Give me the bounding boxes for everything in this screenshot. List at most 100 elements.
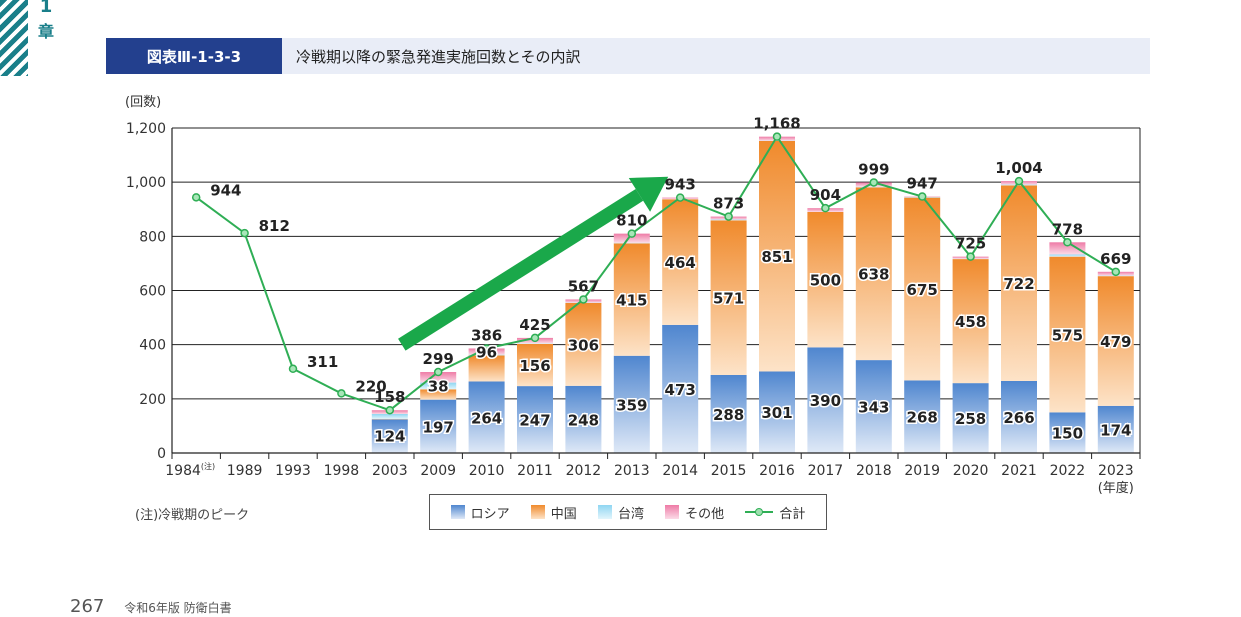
label-russia-2009: 197 [423,418,454,436]
x-tick-label-2020: 2020 [953,463,989,479]
label-china-2010: 96 [476,344,497,362]
chart-note: (注)冷戦期のピーク [135,504,249,523]
footer-page-number: 267 [70,596,104,617]
total-label-2011: 425 [519,316,550,334]
total-label-2013: 810 [616,212,647,230]
label-russia-2017: 390 [810,392,841,410]
label-china-2011: 156 [519,357,550,375]
total-label-2022: 778 [1052,220,1083,238]
footer-publication: 令和6年版 防衛白書 [124,601,231,615]
y-tick-label-0: 0 [157,446,166,462]
total-label-2003: 158 [374,388,405,406]
total-point-2018 [870,179,877,186]
x-tick-label-2018: 2018 [856,463,892,479]
x-tick-label-2013: 2013 [614,463,650,479]
x-tick-label-2021: 2021 [1001,463,1037,479]
label-china-2016: 851 [761,248,792,266]
total-label-2023: 669 [1100,250,1131,268]
total-label-1989: 812 [259,217,290,235]
y-tick-label-1200: 1,200 [126,121,166,137]
legend-swatch-total [745,505,773,519]
label-russia-2021: 266 [1003,409,1034,427]
label-china-2015: 571 [713,290,744,308]
label-russia-2023: 174 [1100,421,1131,439]
label-russia-2014: 473 [665,381,696,399]
total-point-2012 [580,296,587,303]
page-footer: 267 令和6年版 防衛白書 [70,596,232,617]
x-tick-label-2012: 2012 [566,463,602,479]
x-tick-label-1989: 1989 [227,463,263,479]
y-tick-label-800: 800 [139,229,166,245]
legend-swatch-other [665,505,679,519]
x-tick-label-2014: 2014 [662,463,698,479]
bar-taiwan-2011 [517,343,553,344]
legend-item-taiwan: 台湾 [598,503,644,522]
y-tick-label-1000: 1,000 [126,175,166,191]
total-label-2015: 873 [713,195,744,213]
label-china-2018: 638 [858,266,889,284]
total-point-2015 [725,213,732,220]
legend-label-other: その他 [685,503,724,522]
y-tick-label-400: 400 [139,338,166,354]
label-russia-2011: 247 [519,412,550,430]
total-point-2022 [1064,239,1071,246]
total-point-2020 [967,253,974,260]
total-label-2020: 725 [955,235,986,253]
x-tick-label-2017: 2017 [808,463,844,479]
total-point-2014 [677,194,684,201]
total-label-2021: 1,004 [995,159,1042,177]
total-point-1989 [241,230,248,237]
x-tick-note: (注) [201,461,215,471]
label-russia-2013: 359 [616,396,647,414]
label-russia-2020: 258 [955,410,986,428]
total-label-2012: 567 [568,277,599,295]
total-point-1998 [338,390,345,397]
x-tick-label-2019: 2019 [904,463,940,479]
legend-label-total: 合計 [779,503,805,522]
x-tick-label-1998: 1998 [324,463,360,479]
legend-swatch-china [531,505,545,519]
x-tick-label-2003: 2003 [372,463,408,479]
total-point-2009 [435,369,442,376]
x-tick-label-2016: 2016 [759,463,795,479]
label-china-2023: 479 [1100,333,1131,351]
total-label-2019: 947 [907,175,938,193]
label-china-2014: 464 [665,254,696,272]
total-point-2023 [1112,268,1119,275]
x-tick-label-2010: 2010 [469,463,505,479]
legend-swatch-russia [451,505,465,519]
legend-item-russia: ロシア [451,503,510,522]
label-russia-2019: 268 [907,409,938,427]
label-china-2013: 415 [616,292,647,310]
total-point-2016 [774,133,781,140]
legend-label-china: 中国 [551,503,577,522]
label-russia-2015: 288 [713,406,744,424]
legend-item-china: 中国 [531,503,577,522]
chart-legend: ロシア 中国 台湾 その他 合計 [429,494,827,530]
total-label-2010: 386 [471,326,502,344]
bar-taiwan-2013 [614,243,650,244]
label-russia-2016: 301 [761,404,792,422]
label-china-2017: 500 [810,272,841,290]
total-point-2019 [919,193,926,200]
total-point-2013 [628,230,635,237]
y-tick-label-600: 600 [139,284,166,300]
total-point-2011 [532,334,539,341]
y-axis-label: (回数) [125,95,161,110]
label-russia-2003: 124 [374,427,405,445]
total-point-1984 [193,194,200,201]
label-russia-2018: 343 [858,399,889,417]
label-china-2022: 575 [1052,327,1083,345]
total-label-2016: 1,168 [753,115,800,133]
total-label-1993: 311 [307,353,338,371]
total-label-2014: 943 [665,176,696,194]
x-tick-label-2011: 2011 [517,463,553,479]
label-china-2009: 38 [428,377,449,395]
total-label-2018: 999 [858,160,889,178]
x-tick-label-2015: 2015 [711,463,747,479]
total-point-1993 [290,365,297,372]
x-tick-label-2009: 2009 [420,463,456,479]
total-label-2009: 299 [423,350,454,368]
total-label-1984: 944 [210,181,241,199]
total-label-2017: 904 [810,186,841,204]
